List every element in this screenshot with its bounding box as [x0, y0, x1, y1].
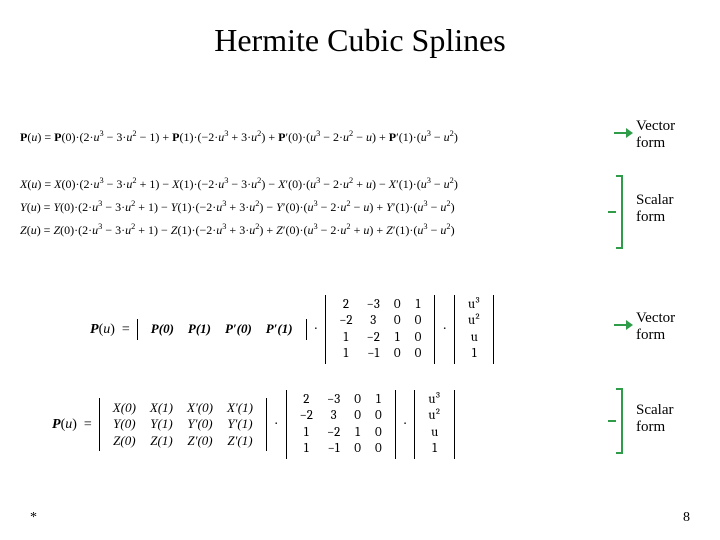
label-scalar-form-2: Scalar form: [636, 402, 686, 435]
bracket-icon: [616, 175, 623, 249]
eq-scalar-y: Y(u) = Y(0)·(2·u3 − 3·u2 + 1) − Y(1)·(−2…: [20, 198, 700, 216]
slide-title: Hermite Cubic Splines: [0, 22, 720, 59]
xyz-matrix: X(0)X(1)X′(0)X′(1) Y(0)Y(1)Y′(0)Y′(1) Z(…: [99, 398, 267, 451]
eq-matrix-vector: P(u) = P(0) P(1) P′(0) P′(1) · 2−301 −23…: [90, 295, 700, 364]
label-scalar-form-1: Scalar form: [636, 192, 686, 225]
label-vector-form-2: Vector form: [636, 310, 686, 343]
label-vector-form-1: Vector form: [636, 118, 686, 151]
eq-text: X(u) = X(0)·(2·u3 − 3·u2 + 1) − X(1)·(−2…: [20, 177, 458, 191]
hermite-matrix: 2−301 −2300 1−210 1−100: [286, 390, 396, 459]
u-vector: u³ u² u 1: [454, 295, 494, 364]
eq-scalar-x: X(u) = X(0)·(2·u3 − 3·u2 + 1) − X(1)·(−2…: [20, 175, 700, 193]
eq-text: P(u) = P(0)·(2·u3 − 3·u2 − 1) + P(1)·(−2…: [20, 130, 458, 144]
eq-scalar-z: Z(u) = Z(0)·(2·u3 − 3·u2 + 1) − Z(1)·(−2…: [20, 221, 700, 239]
arrow-icon: [614, 321, 632, 329]
bracket-icon: [616, 388, 623, 454]
hermite-matrix: 2−301 −2300 1−210 1−100: [325, 295, 435, 364]
slide: Hermite Cubic Splines P(u) = P(0)·(2·u3 …: [0, 0, 720, 540]
u-vector: u³ u² u 1: [414, 390, 454, 459]
footer-right: 8: [683, 510, 690, 526]
eq-text: Y(u) = Y(0)·(2·u3 − 3·u2 + 1) − Y(1)·(−2…: [20, 200, 455, 214]
row-vector: P(0) P(1) P′(0) P′(1): [137, 319, 307, 339]
footer-left: *: [30, 510, 37, 526]
eq-vector-expanded: P(u) = P(0)·(2·u3 − 3·u2 − 1) + P(1)·(−2…: [20, 128, 700, 146]
arrow-icon: [614, 129, 632, 137]
eq-matrix-scalar: P(u) = X(0)X(1)X′(0)X′(1) Y(0)Y(1)Y′(0)Y…: [52, 390, 700, 459]
eq-text: Z(u) = Z(0)·(2·u3 − 3·u2 + 1) − Z(1)·(−2…: [20, 223, 455, 237]
